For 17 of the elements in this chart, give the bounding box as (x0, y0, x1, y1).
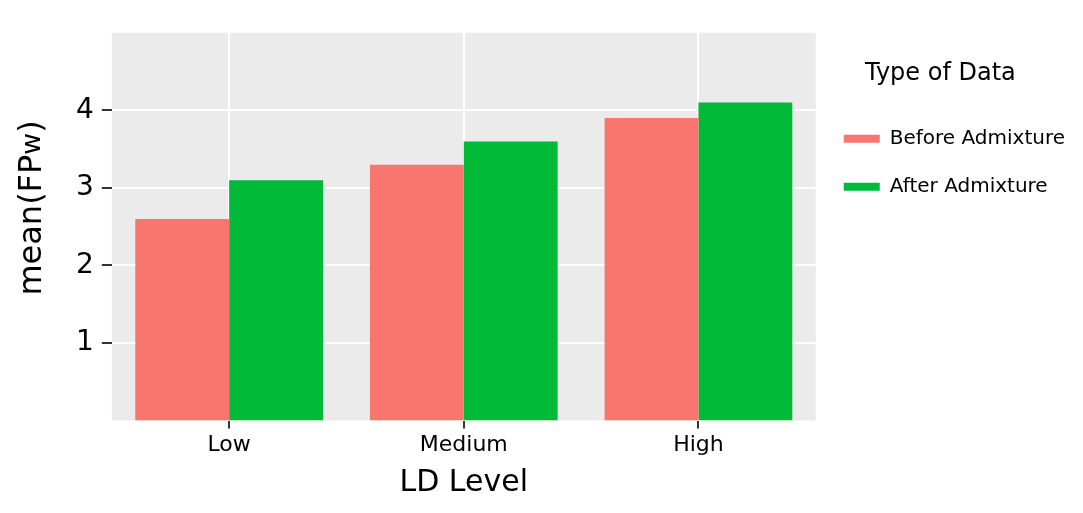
bar (369, 164, 464, 421)
x-tick-label: Medium (419, 430, 508, 456)
legend-title: Type of Data (863, 58, 1016, 87)
legend-label: After Admixture (889, 173, 1048, 197)
legend-label: Before Admixture (889, 125, 1066, 149)
bar (463, 141, 558, 421)
y-tick-label: 1 (75, 324, 94, 358)
bar (698, 102, 793, 421)
y-tick-label: 2 (75, 246, 94, 280)
bar (229, 180, 323, 421)
x-tick-label: Low (207, 430, 251, 456)
y-tick-label: 4 (75, 91, 94, 125)
x-tick-label: High (673, 430, 724, 456)
bar (135, 218, 230, 421)
y-tick-label: 3 (75, 169, 94, 203)
bar (604, 118, 699, 421)
x-axis-title: LD Level (399, 462, 529, 498)
